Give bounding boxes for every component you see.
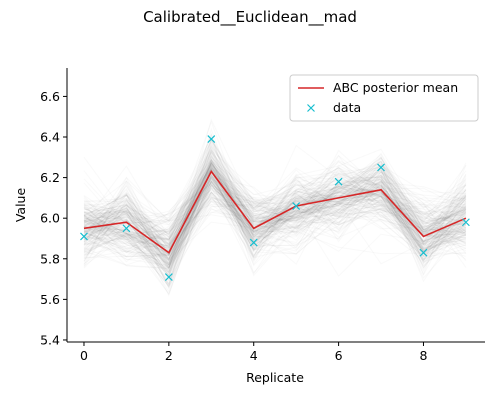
y-tick-label: 5.4 (40, 332, 60, 347)
data-point-marker (122, 224, 131, 233)
data-point-marker (164, 273, 173, 281)
x-axis-label: Replicate (246, 370, 304, 385)
data-point-marker (334, 177, 343, 186)
legend: ABC posterior mean data (289, 74, 479, 122)
x-tick-label: 4 (250, 348, 258, 363)
data-point-marker (249, 238, 258, 247)
legend-box (289, 74, 479, 122)
data-point-marker (377, 163, 385, 172)
x-tick-label: 2 (165, 348, 173, 363)
axes: 0 2 4 6 8 5.4 5.6 5.8 6.0 6.2 6.4 6.6 (40, 68, 485, 363)
y-tick-label: 6.6 (40, 89, 60, 104)
posterior-mean-line (83, 170, 467, 254)
data-point-marker (461, 218, 470, 227)
y-tick-label: 5.8 (40, 251, 60, 266)
y-tick-label: 6.4 (40, 130, 60, 145)
x-tick-label: 0 (80, 348, 88, 363)
legend-data-label: data (333, 100, 361, 115)
x-tick-label: 6 (335, 348, 343, 363)
x-tick-label: 8 (419, 348, 427, 363)
data-point-marker (207, 135, 216, 143)
data-point-marker (292, 202, 301, 210)
data-point-marker (419, 248, 428, 257)
posterior-sample-lines (84, 120, 466, 295)
legend-data-swatch (307, 104, 315, 112)
y-tick-label: 6.0 (40, 211, 60, 226)
y-tick-label: 6.2 (40, 170, 60, 185)
data-point-marker (80, 232, 88, 241)
chart-title: Calibrated__Euclidean__mad (143, 8, 357, 27)
y-tick-label: 5.6 (40, 292, 60, 307)
plot-area (80, 120, 470, 295)
legend-mean-label: ABC posterior mean (333, 80, 458, 95)
y-axis-label: Value (13, 188, 28, 223)
data-markers (80, 135, 470, 281)
